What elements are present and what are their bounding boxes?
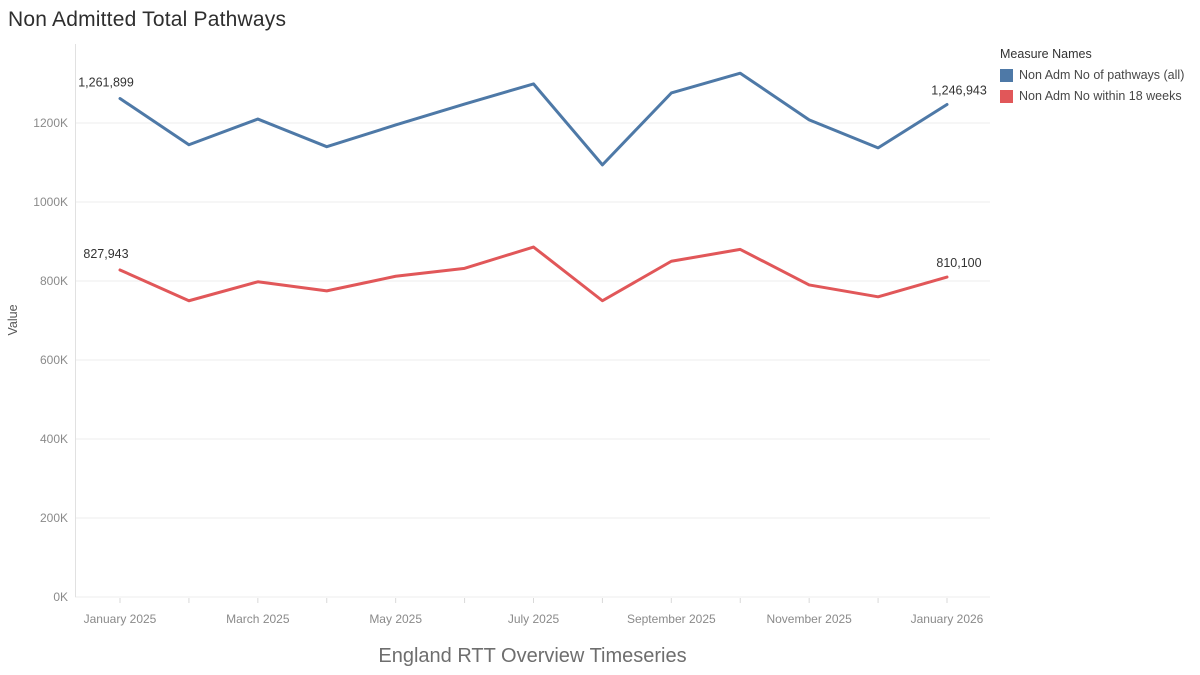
legend-title: Measure Names (1000, 47, 1092, 61)
legend-item-label: Non Adm No of pathways (all) (1019, 68, 1185, 82)
y-axis-tick-label: 800K (40, 274, 68, 288)
y-axis-tick-label: 200K (40, 511, 68, 525)
x-axis-tick-label: July 2025 (508, 612, 560, 626)
data-point-label: 1,246,943 (931, 83, 987, 97)
page-title: Non Admitted Total Pathways (8, 8, 287, 31)
legend-item-pathways-all[interactable]: Non Adm No of pathways (all) (1000, 68, 1198, 82)
data-point-label: 1,261,899 (78, 76, 134, 90)
data-point-label: 810,100 (936, 256, 981, 270)
series-line-0[interactable] (118, 71, 949, 167)
blue-series-swatch-icon (1000, 68, 1013, 82)
y-axis-tick-label: 1200K (33, 116, 68, 130)
x-axis-tick-label: March 2025 (226, 612, 290, 626)
legend: Measure Names Non Adm No of pathways (al… (1000, 47, 1198, 110)
y-axis-tick-label: 1000K (33, 195, 68, 209)
x-axis-tick-label: September 2025 (627, 612, 716, 626)
red-series-swatch-icon (1000, 89, 1013, 103)
y-axis-tick-label: 600K (40, 353, 68, 367)
x-axis-tick-label: November 2025 (766, 612, 852, 626)
legend-item-within-18-weeks[interactable]: Non Adm No within 18 weeks (1000, 89, 1198, 103)
legend-item-label: Non Adm No within 18 weeks (1019, 89, 1182, 103)
x-axis-tick-label: January 2026 (911, 612, 984, 626)
chart-caption: England RTT Overview Timeseries (378, 645, 687, 667)
y-axis-title: Value (6, 304, 20, 335)
x-axis-tick-label: May 2025 (369, 612, 422, 626)
x-axis-tick-label: January 2025 (84, 612, 157, 626)
y-axis-tick-label: 0K (53, 590, 68, 604)
series-line-1[interactable] (118, 245, 949, 303)
y-axis-tick-label: 400K (40, 432, 68, 446)
data-point-label: 827,943 (83, 247, 128, 261)
